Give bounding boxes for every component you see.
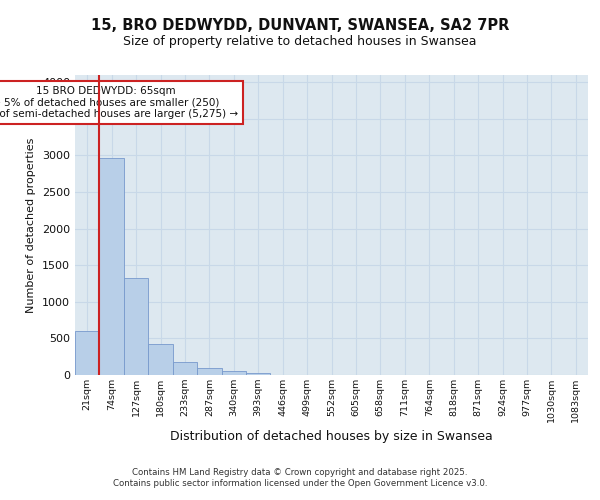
- Bar: [221, 371, 246, 375]
- Text: 15, BRO DEDWYDD, DUNVANT, SWANSEA, SA2 7PR: 15, BRO DEDWYDD, DUNVANT, SWANSEA, SA2 7…: [91, 18, 509, 32]
- Bar: [124, 278, 148, 375]
- X-axis label: Distribution of detached houses by size in Swansea: Distribution of detached houses by size …: [170, 430, 493, 444]
- Bar: [197, 368, 221, 375]
- Bar: [148, 344, 173, 375]
- Text: 15 BRO DEDWYDD: 65sqm
← 5% of detached houses are smaller (250)
95% of semi-deta: 15 BRO DEDWYDD: 65sqm ← 5% of detached h…: [0, 86, 238, 119]
- Y-axis label: Number of detached properties: Number of detached properties: [26, 138, 37, 312]
- Bar: [173, 362, 197, 375]
- Bar: [246, 373, 271, 375]
- Bar: [100, 158, 124, 375]
- Bar: [75, 331, 100, 375]
- Text: Size of property relative to detached houses in Swansea: Size of property relative to detached ho…: [123, 35, 477, 48]
- Text: Contains HM Land Registry data © Crown copyright and database right 2025.
Contai: Contains HM Land Registry data © Crown c…: [113, 468, 487, 487]
